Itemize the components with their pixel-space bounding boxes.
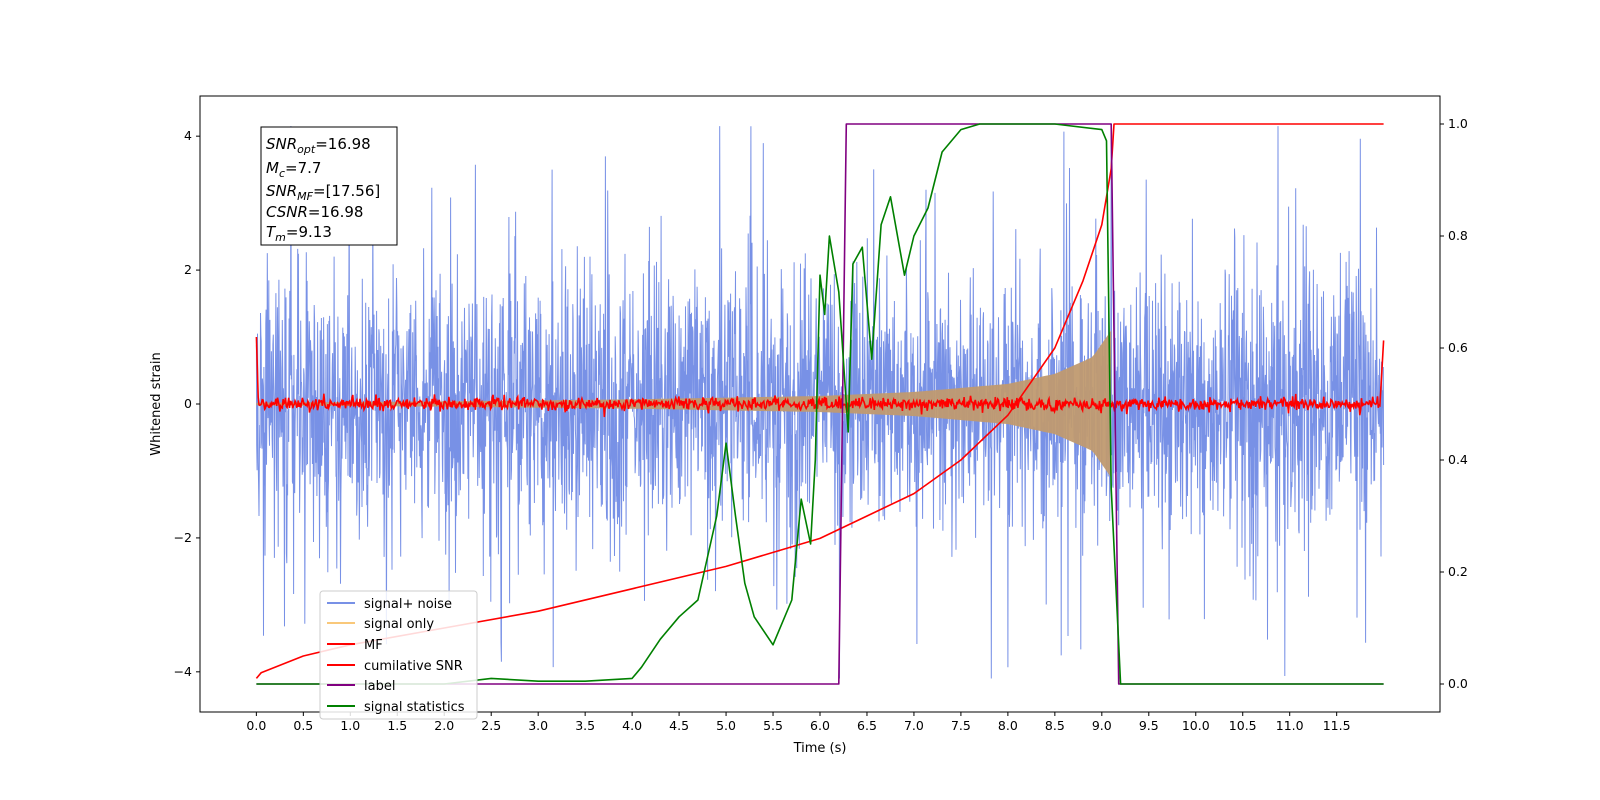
x-tick-label: 11.0: [1276, 718, 1304, 733]
annotation-box: SNRopt=16.98 Mc=7.7 SNRMF=[17.56] CSNR=1…: [260, 126, 398, 246]
y-tick-label: 0: [184, 396, 192, 411]
y-tick-label: −4: [174, 664, 192, 679]
legend-label-signal-only: signal only: [364, 617, 434, 632]
legend: signal+ noise signal only MF cumilative …: [319, 590, 478, 720]
x-tick-label: 9.0: [1092, 718, 1112, 733]
series-signal-noise: [255, 126, 1385, 679]
x-tick-label: 10.0: [1182, 718, 1210, 733]
annotation-snr-opt: SNRopt=16.98: [266, 135, 371, 156]
annotation-frame: [260, 126, 398, 246]
y2-tick-label: 1.0: [1448, 116, 1468, 131]
y-tick-label: 2: [184, 262, 192, 277]
series-signal-statistics: [256, 123, 1384, 685]
x-tick-label: 6.5: [857, 718, 877, 733]
x-tick-label: 11.5: [1323, 718, 1351, 733]
series-mf: [255, 336, 1385, 418]
legend-label-cumulative-snr: cumilative SNR: [364, 659, 463, 674]
y2-tick-label: 0.6: [1448, 340, 1468, 355]
y2-tick-label: 0.4: [1448, 452, 1468, 467]
x-tick-label: 2.5: [481, 718, 501, 733]
x-tick-label: 7.5: [951, 718, 971, 733]
x-tick-label: 4.5: [669, 718, 689, 733]
annotation-tm: Tm=9.13: [266, 223, 332, 244]
x-tick-label: 1.5: [387, 718, 407, 733]
x-tick-label: 5.5: [763, 718, 783, 733]
axes: 0.0 0.5 1.0 1.5 2.0 2.5 3.0 3.5 4.0 4.5 5.0 5.5 6.0 6…: [174, 116, 1468, 733]
x-tick-label: 0.0: [246, 718, 266, 733]
x-tick-label: 2.0: [434, 718, 454, 733]
x-tick-label: 4.0: [622, 718, 642, 733]
x-axis-label: Time (s): [793, 741, 847, 756]
y-tick-label: 4: [184, 128, 192, 143]
x-tick-label: 8.0: [998, 718, 1018, 733]
x-tick-label: 10.5: [1229, 718, 1257, 733]
legend-label-mf: MF: [364, 638, 383, 653]
x-tick-label: 0.5: [293, 718, 313, 733]
legend-label-signal-statistics: signal statistics: [364, 700, 465, 715]
y2-tick-label: 0.2: [1448, 564, 1468, 579]
legend-frame: [319, 590, 478, 720]
x-tick-label: 6.0: [810, 718, 830, 733]
x-tick-label: 5.0: [716, 718, 736, 733]
annotation-snr-mf: SNRMF=[17.56]: [266, 182, 380, 203]
x-tick-label: 1.0: [340, 718, 360, 733]
y2-tick-label: 0.0: [1448, 676, 1468, 691]
y-tick-label: −2: [174, 530, 192, 545]
x-tick-label: 7.0: [904, 718, 924, 733]
x-tick-label: 8.5: [1045, 718, 1065, 733]
annotation-mc: Mc=7.7: [266, 159, 321, 180]
x-tick-label: 3.0: [528, 718, 548, 733]
y2-tick-label: 0.8: [1448, 228, 1468, 243]
x-tick-label: 9.5: [1139, 718, 1159, 733]
y-axis-label: Whitened strain: [149, 352, 164, 455]
annotation-csnr: CSNR=16.98: [266, 203, 363, 221]
legend-label-signal-noise: signal+ noise: [364, 597, 452, 612]
x-tick-label: 3.5: [575, 718, 595, 733]
legend-label-label: label: [364, 679, 395, 694]
